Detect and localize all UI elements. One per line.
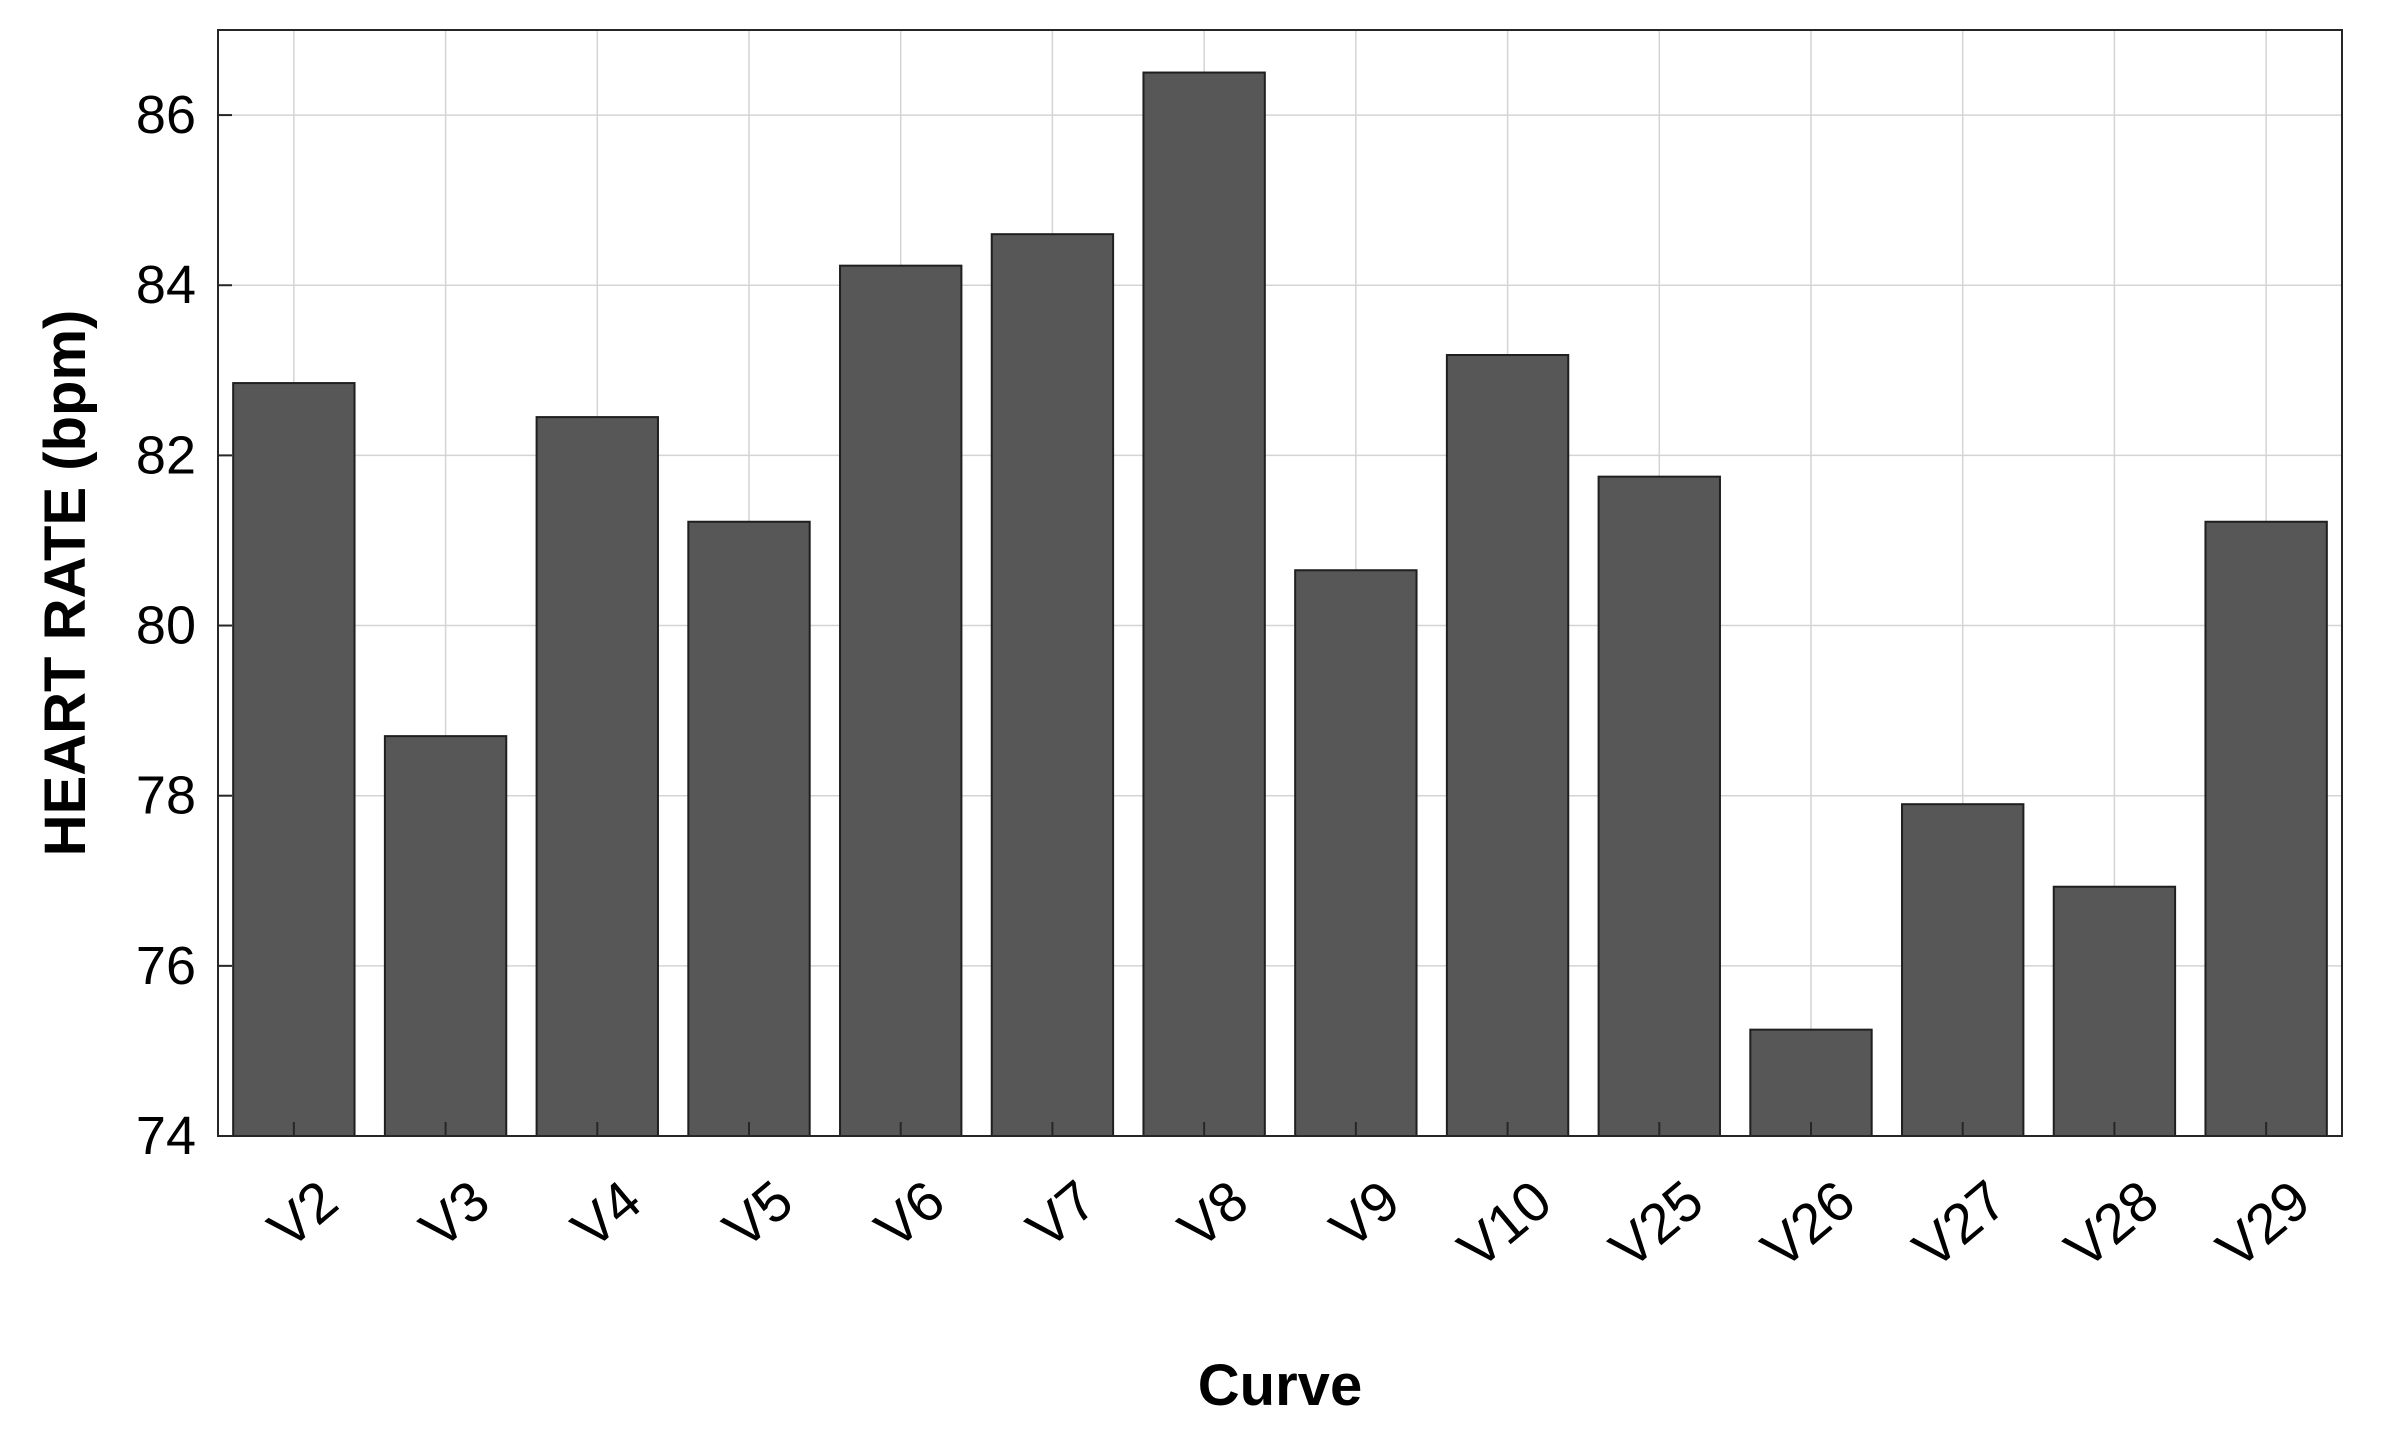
bar-v28 — [2052, 885, 2177, 1137]
y-tick-label: 78 — [136, 766, 196, 826]
y-tick-label: 82 — [136, 425, 196, 485]
x-tick-label: V8 — [1166, 1168, 1259, 1260]
x-tick-label: V3 — [408, 1168, 501, 1260]
y-tick-label: 84 — [136, 255, 196, 315]
x-tick-label: V2 — [256, 1168, 349, 1260]
bar-v2 — [232, 382, 356, 1138]
x-tick-label: V7 — [1015, 1168, 1108, 1260]
bar-v6 — [839, 264, 963, 1137]
x-tick-label: V25 — [1598, 1168, 1715, 1280]
bar-v26 — [1749, 1028, 1873, 1137]
x-tick-label: V29 — [2205, 1168, 2322, 1280]
x-tick-label: V27 — [1901, 1168, 2018, 1280]
bar-series — [232, 71, 2328, 1138]
plot-frame — [217, 29, 2343, 1137]
bar-v25 — [1597, 475, 1721, 1137]
bar-v10 — [1445, 353, 1570, 1137]
x-tick-label: V10 — [1446, 1168, 1563, 1280]
bar-v3 — [383, 735, 508, 1138]
x-axis-title: Curve — [1198, 1353, 1362, 1418]
bar-v27 — [1901, 803, 2025, 1137]
bar-v7 — [990, 233, 1115, 1137]
y-axis-ticks: 74 76 78 80 82 84 86 — [136, 85, 232, 1166]
x-tick-label: V9 — [1318, 1168, 1411, 1260]
y-axis-title: HEART RATE (bpm) — [33, 310, 98, 857]
bar-v9 — [1294, 569, 1418, 1137]
y-tick-label: 76 — [136, 936, 196, 996]
x-tick-label: V5 — [711, 1168, 804, 1260]
x-tick-label: V4 — [560, 1168, 653, 1260]
bar-v4 — [535, 416, 659, 1138]
x-tick-label: V6 — [863, 1168, 956, 1260]
bar-v5 — [687, 520, 811, 1137]
x-axis-ticks: V2 V3 V4 V5 V6 V7 V8 V9 V10 V25 V26 V27 V28 V29 — [256, 1122, 2321, 1280]
bar-v8 — [1142, 71, 1266, 1138]
x-tick-label: V28 — [2053, 1168, 2170, 1280]
x-tick-label: V26 — [1749, 1168, 1866, 1280]
bar-v29 — [2204, 520, 2328, 1137]
y-tick-label: 80 — [136, 596, 196, 656]
y-tick-label: 86 — [136, 85, 196, 145]
y-tick-label: 74 — [136, 1106, 196, 1166]
